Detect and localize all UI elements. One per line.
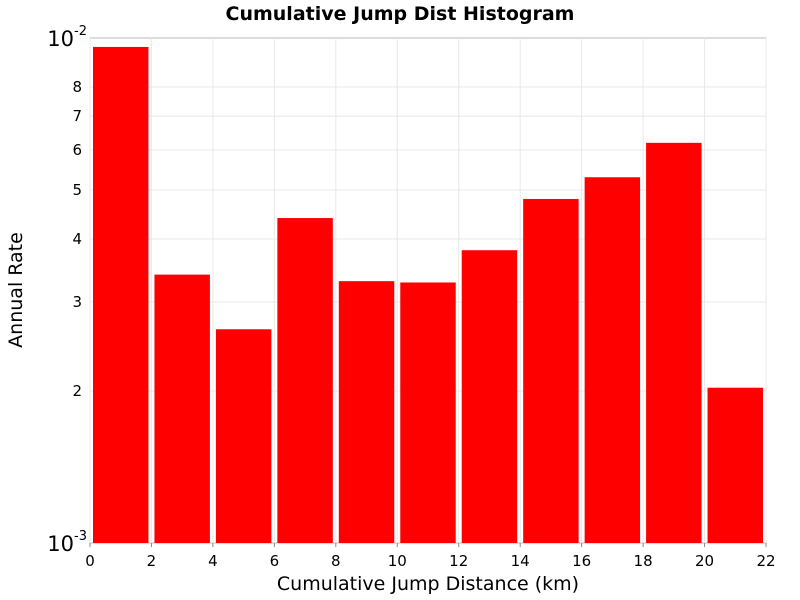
x-axis-ticks: 0 2 4 6 8 10 12 14 16 18 20 22: [85, 543, 776, 570]
x-tick-label: 0: [85, 552, 95, 570]
histogram-bar: [646, 142, 702, 543]
y-major-tick-exponent: -3: [74, 529, 87, 544]
y-tick-label: 4: [72, 230, 82, 248]
y-tick-label: 3: [72, 293, 82, 311]
y-tick-label: 5: [72, 181, 82, 199]
chart-title: Cumulative Jump Dist Histogram: [226, 3, 575, 25]
x-tick-label: 16: [572, 552, 591, 570]
histogram-bar: [584, 177, 641, 543]
y-major-tick-label: 10 -3: [47, 529, 87, 556]
x-tick-label: 6: [270, 552, 280, 570]
x-tick-label: 18: [634, 552, 653, 570]
x-axis-label: Cumulative Jump Distance (km): [277, 573, 579, 595]
bars: [93, 46, 763, 543]
x-tick-label: 12: [449, 552, 468, 570]
histogram-bar: [93, 46, 149, 543]
y-tick-label: 8: [72, 78, 82, 96]
x-tick-label: 8: [331, 552, 341, 570]
x-tick-label: 14: [511, 552, 530, 570]
x-tick-label: 20: [695, 552, 714, 570]
histogram-bar: [215, 329, 272, 543]
y-major-tick-base: 10: [47, 532, 74, 556]
y-tick-label: 2: [72, 382, 82, 400]
y-axis-label: Annual Rate: [5, 232, 27, 348]
x-tick-label: 2: [147, 552, 157, 570]
histogram-bar: [277, 218, 333, 543]
y-major-tick-base: 10: [47, 27, 74, 51]
x-tick-label: 10: [388, 552, 407, 570]
x-tick-label: 4: [208, 552, 218, 570]
histogram-bar: [461, 250, 518, 543]
y-major-tick-label: 10 -2: [47, 24, 87, 51]
histogram-bar: [154, 274, 210, 543]
y-tick-label: 6: [72, 141, 82, 159]
x-tick-label: 22: [756, 552, 775, 570]
y-tick-label: 7: [72, 107, 82, 125]
y-major-tick-exponent: -2: [74, 24, 87, 39]
histogram-bar: [400, 282, 456, 543]
histogram-bar: [523, 198, 579, 543]
histogram-bar: [707, 387, 763, 543]
histogram-bar: [338, 281, 395, 543]
